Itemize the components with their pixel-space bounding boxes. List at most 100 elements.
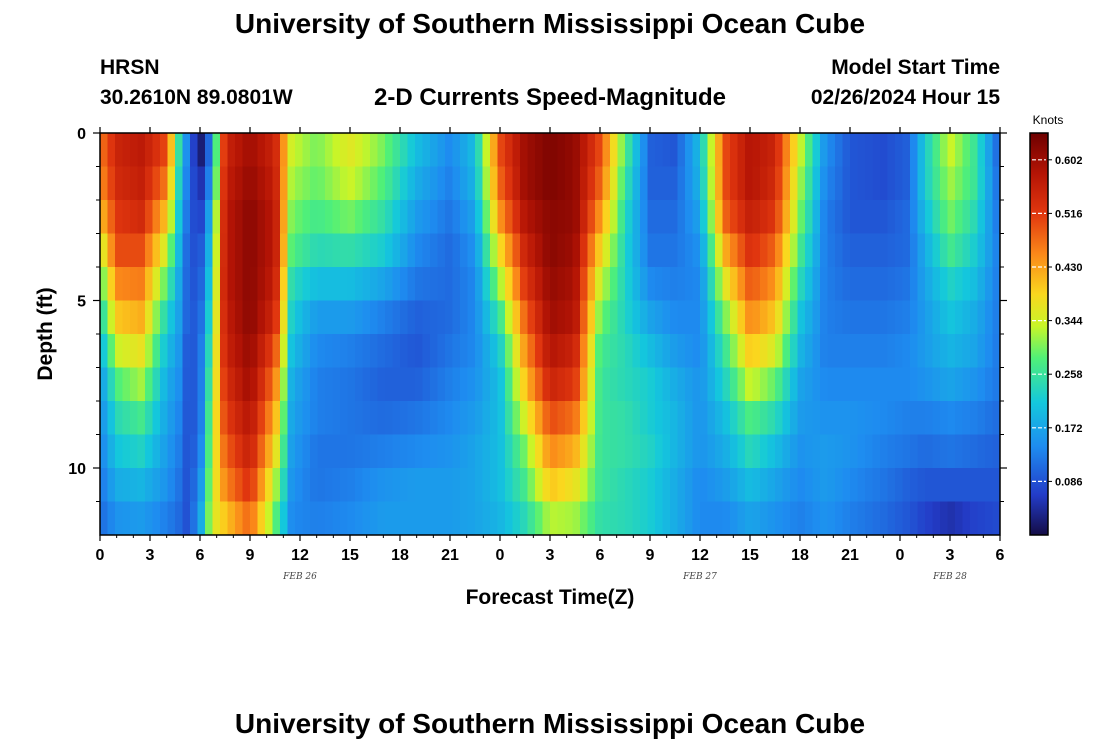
heat-cell xyxy=(265,367,274,402)
heat-cell xyxy=(610,267,619,302)
heat-cell xyxy=(887,501,896,535)
heat-cell xyxy=(677,200,686,235)
heat-cell xyxy=(325,501,334,535)
heat-cell xyxy=(632,434,641,469)
heat-cell xyxy=(775,367,784,402)
heat-cell xyxy=(145,133,154,168)
heat-cell xyxy=(535,300,544,335)
heat-cell xyxy=(602,401,611,436)
heat-cell xyxy=(640,434,649,469)
heat-cell xyxy=(377,434,386,469)
heat-cell xyxy=(257,434,266,469)
heat-cell xyxy=(497,267,506,302)
heat-cell xyxy=(587,468,596,503)
heat-cell xyxy=(812,300,821,335)
chart-title: 2-D Currents Speed-Magnitude xyxy=(373,84,727,111)
heat-cell xyxy=(722,200,731,235)
heat-cell xyxy=(647,200,656,235)
heat-cell xyxy=(400,300,409,335)
heat-cell xyxy=(227,200,236,235)
heat-cell xyxy=(392,468,401,503)
heat-cell xyxy=(242,133,251,168)
heat-cell xyxy=(992,468,1000,503)
heat-cell xyxy=(812,233,821,268)
heat-cell xyxy=(385,233,394,268)
heat-cell xyxy=(130,334,139,369)
heat-cell xyxy=(587,300,596,335)
heat-cell xyxy=(970,133,979,168)
heat-cell xyxy=(160,334,169,369)
heat-cell xyxy=(475,434,484,469)
heat-cell xyxy=(310,200,319,235)
heat-cell xyxy=(932,501,941,535)
heat-cell xyxy=(445,501,454,535)
heat-cell xyxy=(242,267,251,302)
x-tick-label: 21 xyxy=(841,547,859,564)
heat-cell xyxy=(452,501,461,535)
heat-cell xyxy=(895,267,904,302)
heat-cell xyxy=(977,401,986,436)
heat-cell xyxy=(377,300,386,335)
heat-cell xyxy=(115,401,124,436)
heat-cell xyxy=(782,401,791,436)
heat-cell xyxy=(850,166,859,201)
heat-cell xyxy=(257,501,266,535)
heat-cell xyxy=(452,166,461,201)
heat-cell xyxy=(640,300,649,335)
heat-cell xyxy=(250,367,259,402)
heat-cell xyxy=(880,166,889,201)
heat-cell xyxy=(617,267,626,302)
heat-cell xyxy=(460,334,469,369)
heat-cell xyxy=(932,166,941,201)
heat-cell xyxy=(587,401,596,436)
heat-cell xyxy=(325,200,334,235)
heat-cell xyxy=(812,133,821,168)
heat-cell xyxy=(152,334,161,369)
heat-cell xyxy=(355,166,364,201)
heat-cell xyxy=(827,233,836,268)
heat-cell xyxy=(565,401,574,436)
heat-cell xyxy=(797,200,806,235)
heat-cell xyxy=(115,267,124,302)
heat-cell xyxy=(700,267,709,302)
heat-cell xyxy=(805,334,814,369)
heat-cell xyxy=(460,468,469,503)
heat-cell xyxy=(542,334,551,369)
heat-cell xyxy=(647,133,656,168)
heat-cell xyxy=(865,300,874,335)
heat-cell xyxy=(302,434,311,469)
heat-cell xyxy=(422,133,431,168)
heat-cell xyxy=(887,334,896,369)
heat-cell xyxy=(482,367,491,402)
heat-cell xyxy=(992,401,1000,436)
heat-cell xyxy=(437,133,446,168)
heat-cell xyxy=(212,468,221,503)
heat-cell xyxy=(602,334,611,369)
heat-cell xyxy=(842,334,851,369)
heat-cell xyxy=(782,334,791,369)
heat-cell xyxy=(977,434,986,469)
heat-cell xyxy=(280,267,289,302)
heat-cell xyxy=(640,233,649,268)
heat-cell xyxy=(737,233,746,268)
heat-cell xyxy=(917,501,926,535)
heat-cell xyxy=(422,367,431,402)
heat-cell xyxy=(730,233,739,268)
heat-cell xyxy=(182,434,191,469)
heat-cell xyxy=(310,300,319,335)
heat-cell xyxy=(250,200,259,235)
heat-cell xyxy=(797,166,806,201)
heat-cell xyxy=(632,233,641,268)
heat-cell xyxy=(227,267,236,302)
heat-cell xyxy=(115,200,124,235)
heat-cell xyxy=(775,166,784,201)
heat-cell xyxy=(377,267,386,302)
heat-cell xyxy=(925,401,934,436)
heat-cell xyxy=(242,468,251,503)
heat-cell xyxy=(317,434,326,469)
heat-cell xyxy=(977,468,986,503)
heat-cell xyxy=(857,233,866,268)
heat-cell xyxy=(947,300,956,335)
heat-cell xyxy=(355,501,364,535)
heat-cell xyxy=(430,200,439,235)
